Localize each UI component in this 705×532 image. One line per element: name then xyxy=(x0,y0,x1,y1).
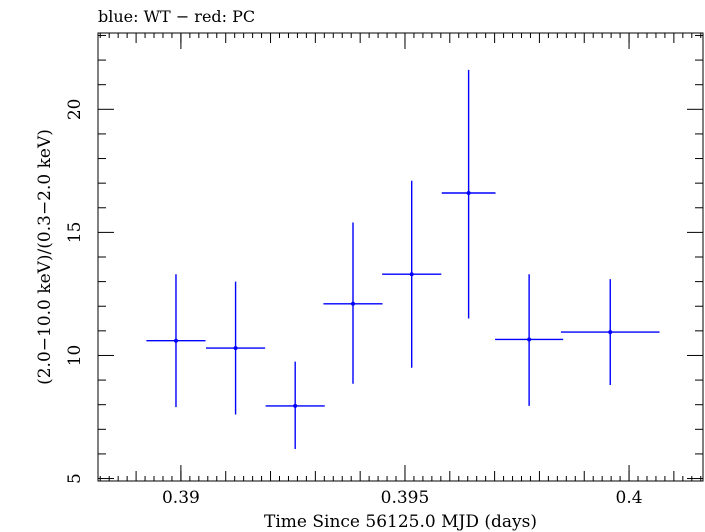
data-points xyxy=(146,69,660,449)
tick-labels: 0.39 0.395 0.4 5 10 15 20 xyxy=(65,98,643,508)
data-point xyxy=(441,69,496,319)
y-tick-label: 15 xyxy=(65,222,85,244)
data-marker xyxy=(409,272,414,277)
data-marker xyxy=(233,346,238,351)
data-marker xyxy=(608,330,613,335)
data-marker xyxy=(173,338,178,343)
x-tick-label: 0.395 xyxy=(381,488,430,508)
data-marker xyxy=(350,301,355,306)
data-point xyxy=(560,279,660,385)
y-tick-label: 10 xyxy=(65,345,85,367)
data-point xyxy=(382,180,442,368)
plot-frame xyxy=(97,32,704,482)
y-axis-label: (2.0−10.0 keV)/(0.3−2.0 keV) xyxy=(35,129,55,385)
y-tick-label: 5 xyxy=(65,473,85,484)
x-tick-label: 0.4 xyxy=(616,488,643,508)
x-axis-label: Time Since 56125.0 MJD (days) xyxy=(264,512,537,532)
data-point xyxy=(146,274,206,408)
data-point xyxy=(265,361,325,449)
chart-title: blue: WT − red: PC xyxy=(98,7,255,26)
data-marker xyxy=(466,191,471,195)
y-tick-label: 20 xyxy=(65,98,85,120)
data-marker xyxy=(293,403,298,408)
axis-ticks xyxy=(98,33,703,481)
data-point xyxy=(323,222,383,384)
data-point xyxy=(206,281,266,415)
data-point xyxy=(495,274,564,406)
x-tick-label: 0.39 xyxy=(162,488,200,508)
data-marker xyxy=(527,337,532,342)
